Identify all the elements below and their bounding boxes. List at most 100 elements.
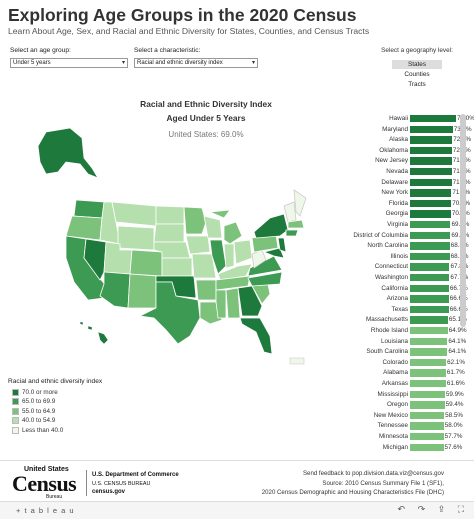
fullscreen-icon[interactable]: ⛶ (457, 504, 464, 514)
bar-row[interactable]: Louisiana 64.1% (330, 337, 466, 346)
census-logo[interactable]: United States Census Bureau (12, 466, 80, 500)
bar-fill[interactable] (410, 316, 448, 324)
bar-row[interactable]: New Jersey71.7% (330, 156, 471, 165)
bar-row[interactable]: Tennessee 58.0% (330, 421, 463, 430)
state-south-dakota (153, 223, 185, 243)
bar-fill[interactable] (410, 284, 449, 292)
bar-row[interactable]: Nevada71.7% (330, 167, 471, 176)
bar-row[interactable]: Maryland73.4% (330, 125, 472, 134)
bar-fill[interactable] (410, 295, 449, 303)
bar-fill[interactable] (410, 242, 450, 250)
bar-row[interactable]: Delaware71.5% (330, 178, 470, 187)
bar-row[interactable]: Massachusetts 65.1% (330, 315, 467, 324)
state-washington (73, 199, 105, 219)
undo-icon[interactable]: ↶ (397, 504, 406, 514)
bar-row[interactable]: Connecticut 67.8% (330, 262, 468, 271)
bar-value-label: 68.3% (451, 241, 469, 250)
bar-state-label: Tennessee (377, 422, 408, 430)
geography-option-tracts[interactable]: Tracts (408, 81, 426, 88)
bar-fill[interactable] (410, 199, 452, 208)
geography-option-counties[interactable]: Counties (404, 71, 430, 78)
geography-label: Select a geography level: (381, 47, 453, 54)
bar-value-label: 61.7% (446, 369, 465, 377)
state-georgia (237, 285, 263, 317)
bar-state-label: Connecticut (374, 263, 408, 271)
bar-row[interactable]: Mississippi 59.9% (330, 390, 464, 399)
bar-row[interactable]: Arizona 66.6% (330, 294, 468, 303)
bar-fill[interactable] (410, 189, 452, 197)
bar-fill[interactable] (410, 337, 448, 345)
bar-row[interactable]: South Carolina 64.1% (330, 347, 466, 356)
bar-fill[interactable] (410, 115, 456, 123)
bar-fill[interactable] (410, 146, 452, 155)
bar-fill[interactable] (410, 231, 451, 239)
bar-row[interactable]: Michigan 57.6% (330, 443, 462, 452)
bar-row[interactable]: Arkansas 61.6% (330, 379, 465, 388)
geography-option-states[interactable]: States (392, 60, 442, 69)
bar-row[interactable]: North Carolina 68.3% (330, 241, 469, 250)
bar-row[interactable]: Hawaii79.0% (330, 114, 474, 123)
bar-fill[interactable] (410, 252, 450, 261)
bar-row[interactable]: Oklahoma72.0% (330, 146, 471, 155)
bar-row[interactable]: Colorado 62.1% (330, 358, 465, 367)
bar-state-label: Maryland (382, 125, 408, 133)
bar-fill[interactable] (410, 443, 444, 451)
bar-fill[interactable] (410, 136, 453, 144)
bar-row[interactable]: Alabama 61.7% (330, 368, 465, 377)
page-title: Exploring Age Groups in the 2020 Census (8, 5, 357, 25)
age-group-select[interactable]: Under 5 years ▾ (10, 58, 128, 68)
bar-fill[interactable] (410, 369, 446, 377)
share-icon[interactable]: ⇪ (437, 504, 446, 514)
legend-label: 55.0 to 64.9 (22, 407, 56, 415)
bar-row[interactable]: Alaska72.6% (330, 135, 471, 144)
bar-row[interactable]: Virginia69.5% (330, 220, 469, 229)
bar-row[interactable]: Oregon 59.4% (330, 400, 463, 409)
bar-fill[interactable] (410, 422, 444, 430)
bar-row[interactable]: New Mexico 58.5% (330, 411, 463, 420)
bar-row[interactable]: California 66.7% (330, 284, 468, 293)
bar-chart-scrollbar[interactable] (460, 114, 466, 327)
bar-row[interactable]: Rhode Island 64.9% (330, 326, 467, 335)
bar-value-label: 67.8% (450, 262, 468, 271)
bar-fill[interactable] (410, 380, 446, 388)
national-value: United States: 69.0% (168, 130, 244, 139)
tableau-logo[interactable]: + t a b l e a u (16, 506, 75, 515)
us-choropleth-map[interactable] (10, 122, 330, 372)
legend-swatch (12, 426, 19, 434)
bar-fill[interactable] (410, 274, 450, 282)
bar-row[interactable]: Illinois 68.1% (330, 252, 469, 261)
bar-fill[interactable] (410, 305, 449, 314)
characteristic-select[interactable]: Racial and ethnic diversity index ▾ (134, 58, 258, 68)
logo-census: Census (12, 471, 77, 496)
bar-row[interactable]: Florida70.9% (330, 199, 470, 208)
bar-fill[interactable] (410, 390, 445, 398)
bar-fill[interactable] (410, 348, 448, 356)
bar-fill[interactable] (410, 358, 447, 367)
bar-fill[interactable] (410, 433, 444, 441)
bar-fill[interactable] (410, 401, 445, 409)
bar-state-label: South Carolina (366, 348, 408, 356)
bar-fill[interactable] (410, 210, 451, 218)
bar-row[interactable]: Washington 67.7% (330, 273, 468, 282)
bar-state-label: Rhode Island (370, 327, 408, 334)
bar-fill[interactable] (410, 157, 452, 165)
feedback-link[interactable]: Send feedback to pop.division.data.viz@c… (302, 470, 444, 477)
bar-row[interactable]: Georgia70.1% (330, 209, 470, 218)
bar-row[interactable]: Texas 66.6% (330, 305, 468, 314)
state-michigan (209, 209, 243, 245)
census-gov-link[interactable]: census.gov (92, 489, 126, 495)
bar-fill[interactable] (410, 221, 451, 229)
bar-fill[interactable] (410, 263, 450, 271)
bar-fill[interactable] (410, 327, 448, 335)
redo-icon[interactable]: ↷ (417, 504, 426, 514)
bar-fill[interactable] (410, 178, 452, 186)
bar-row[interactable]: Minnesota 57.7% (330, 432, 462, 441)
state-bar-chart[interactable]: Hawaii79.0% Maryland73.4%Alaska72.6% Oklah… (330, 114, 474, 459)
state-connecticut (285, 229, 299, 237)
bar-fill[interactable] (410, 411, 445, 420)
bar-row[interactable]: District of Columbia69.3% (330, 231, 469, 240)
state-texas (138, 281, 201, 345)
bar-fill[interactable] (410, 168, 452, 176)
bar-fill[interactable] (410, 125, 453, 133)
bar-row[interactable]: New York71.0% (330, 188, 470, 197)
